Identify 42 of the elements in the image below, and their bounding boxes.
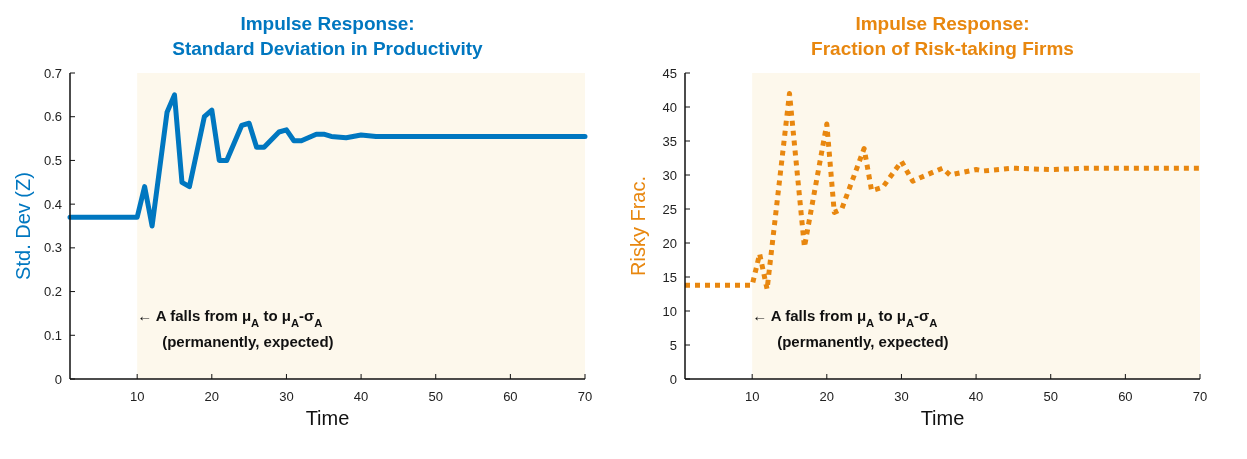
y-tick-label: 0.2 — [43, 284, 62, 300]
x-axis-title: Time — [305, 407, 350, 429]
x-tick-label: 20 — [819, 389, 835, 404]
y-tick-label: 0.7 — [43, 65, 62, 81]
x-tick-label: 10 — [744, 389, 760, 404]
x-tick-label: 60 — [503, 389, 518, 404]
annotation: ← A falls from μ$_{A}$ to μ$_{A}$-σ$_{A}$ — [137, 307, 323, 329]
y-tick-label: 0.1 — [43, 327, 62, 343]
x-tick-label: 40 — [968, 389, 984, 404]
x-tick-label: 50 — [1043, 389, 1058, 404]
y-tick-label: 45 — [662, 65, 677, 81]
y-tick-label: 20 — [662, 235, 677, 251]
chart-title: Impulse Response: Standard Deviation in Productivity — [172, 13, 484, 59]
x-tick-label: 70 — [1192, 389, 1208, 404]
annotation: (permanently, expected) — [162, 333, 334, 350]
y-axis-title: Std. Dev (Z) — [12, 172, 34, 280]
y-tick-label: 30 — [662, 167, 677, 183]
x-tick-label: 50 — [428, 389, 443, 404]
y-tick-label: 15 — [662, 269, 677, 285]
y-tick-label: 0.5 — [43, 152, 62, 168]
y-tick-label: 40 — [662, 99, 677, 115]
x-tick-label: 10 — [129, 389, 145, 404]
annotation: (permanently, expected) — [777, 333, 949, 350]
y-tick-label: 25 — [662, 201, 677, 217]
x-tick-label: 20 — [204, 389, 220, 404]
y-tick-label: 0.6 — [43, 109, 62, 125]
x-tick-label: 70 — [577, 389, 593, 404]
y-tick-label: 0.3 — [43, 240, 62, 256]
y-tick-label: 35 — [662, 133, 677, 149]
y-tick-label: 5 — [669, 337, 677, 353]
y-tick-label: 0.4 — [43, 196, 62, 212]
x-axis-title: Time — [920, 407, 965, 429]
y-tick-label: 10 — [662, 303, 677, 319]
x-tick-label: 30 — [279, 389, 294, 404]
x-tick-label: 30 — [894, 389, 909, 404]
y-tick-label: 0 — [54, 371, 62, 387]
annotation: ← A falls from μ$_{A}$ to μ$_{A}$-σ$_{A}$ — [752, 307, 938, 329]
x-tick-label: 60 — [1118, 389, 1133, 404]
y-axis-title: Risky Frac. — [627, 176, 649, 276]
chart-title: Impulse Response: Fraction of Risk-taking Firms — [811, 13, 1074, 59]
x-tick-label: 40 — [353, 389, 369, 404]
y-tick-label: 0 — [669, 371, 677, 387]
